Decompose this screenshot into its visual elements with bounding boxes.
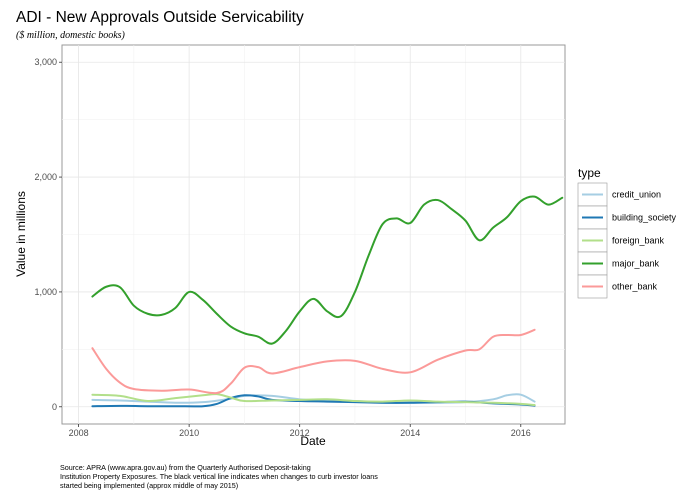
- y-tick-label: 1,000: [34, 287, 57, 297]
- source-line: started being implemented (approx middle…: [60, 481, 239, 490]
- source-line: Source: APRA (www.apra.gov.au) from the …: [60, 463, 311, 472]
- legend-label: credit_union: [612, 190, 661, 200]
- series-line-major-bank: [91, 195, 564, 345]
- x-tick-label: 2010: [179, 428, 199, 438]
- legend-label: foreign_bank: [612, 236, 665, 246]
- x-tick-label: 2014: [400, 428, 420, 438]
- y-tick-label: 0: [52, 402, 57, 412]
- x-tick-label: 2016: [511, 428, 531, 438]
- legend-title: type: [578, 166, 601, 180]
- series-layer: [91, 195, 564, 408]
- x-tick-label: 2008: [69, 428, 89, 438]
- y-axis-title: Value in millions: [14, 191, 28, 277]
- series-line-foreign-bank: [91, 393, 536, 407]
- x-tick-label: 2012: [290, 428, 310, 438]
- source-line: Institution Property Exposures. The blac…: [60, 472, 378, 481]
- y-tick-label: 2,000: [34, 172, 57, 182]
- legend-label: other_bank: [612, 282, 658, 292]
- series-line-other-bank: [91, 328, 536, 395]
- y-tick-label: 3,000: [34, 57, 57, 67]
- legend-label: major_bank: [612, 259, 660, 269]
- axis-ticks: 2008 2010 2012 2014 2016 0 1,000 2,000 3,000: [34, 57, 530, 438]
- legend-label: building_society: [612, 213, 677, 223]
- x-axis-title: Date: [300, 434, 326, 448]
- legend: type credit_union building_societyforeign…: [577, 166, 677, 299]
- chart-subtitle: ($ million, domestic books): [16, 30, 125, 41]
- series-line-credit-union: [91, 393, 536, 404]
- source-note: Source: APRA (www.apra.gov.au) from the …: [60, 463, 378, 490]
- chart-title: ADI - New Approvals Outside Servicabilit…: [16, 9, 304, 26]
